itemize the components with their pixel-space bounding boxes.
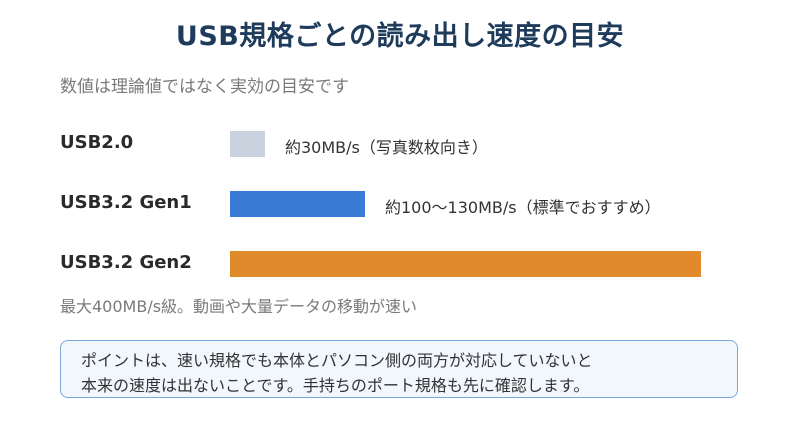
bar-label: USB3.2 Gen2 xyxy=(60,252,192,273)
bar xyxy=(230,191,365,217)
bar-value-note: 約100〜130MB/s（標準でおすすめ） xyxy=(385,198,661,217)
bar xyxy=(230,131,265,157)
tip-callout: ポイントは、速い規格でも本体とパソコン側の両方が対応していないと 本来の速度は出… xyxy=(60,340,738,398)
gen2-note: 最大400MB/s級。動画や大量データの移動が速い xyxy=(60,297,418,316)
bar-value-note: 約30MB/s（写真数枚向き） xyxy=(285,138,488,157)
bar xyxy=(230,251,701,277)
bar-label: USB2.0 xyxy=(60,132,134,153)
callout-line-1: ポイントは、速い規格でも本体とパソコン側の両方が対応していないと xyxy=(81,351,593,370)
callout-line-2: 本来の速度は出ないことです。手持ちのポート規格も先に確認します。 xyxy=(81,376,590,395)
bar-label: USB3.2 Gen1 xyxy=(60,192,192,213)
chart-subtitle: 数値は理論値ではなく実効の目安です xyxy=(60,77,349,97)
chart-title: USB規格ごとの読み出し速度の目安 xyxy=(175,21,625,52)
